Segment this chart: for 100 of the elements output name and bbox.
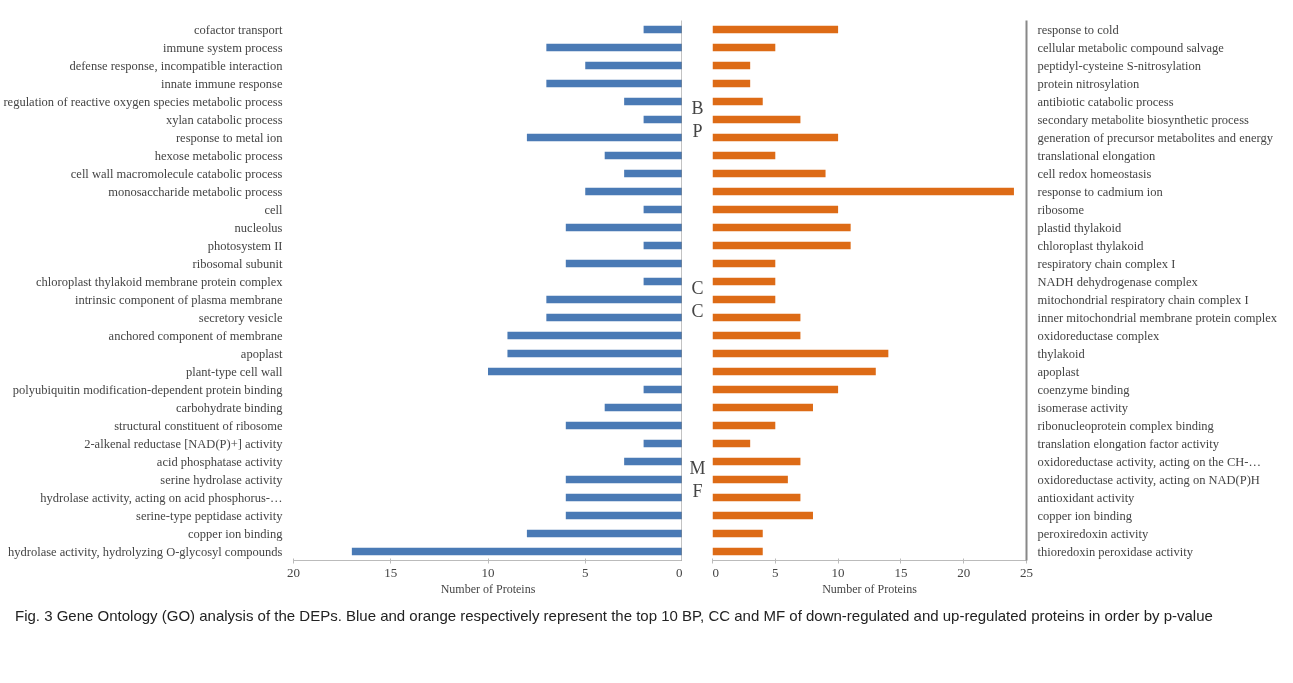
y-tick-label: defense response, incompatible interaction (69, 58, 284, 73)
y-tick-label: oxidoreductase complex (1037, 328, 1161, 343)
bar (643, 205, 682, 214)
y-tick-label: cell redox homeostasis (1037, 166, 1152, 181)
bar (624, 457, 682, 466)
y-tick-label: ribonucleoprotein complex binding (1037, 418, 1215, 433)
bar (712, 349, 889, 358)
y-tick-label: secretory vesicle (198, 310, 283, 325)
y-tick-label: cell wall macromolecule catabolic process (70, 166, 283, 181)
bar (712, 115, 801, 124)
bar (604, 151, 682, 160)
x-tick-label: 15 (384, 564, 398, 580)
bar (712, 529, 763, 538)
y-tick-label: generation of precursor metabolites and energy (1037, 130, 1274, 145)
y-tick-label: ribosome (1037, 202, 1085, 217)
bar (643, 115, 682, 124)
y-tick-label: nucleolus (234, 220, 283, 235)
bar (488, 367, 682, 376)
bar (712, 241, 851, 250)
y-tick-label: thylakoid (1037, 346, 1086, 361)
y-tick-label: intrinsic component of plasma membrane (74, 292, 283, 307)
y-tick-label: response to cold (1037, 22, 1120, 37)
y-tick-label: isomerase activity (1037, 400, 1129, 415)
y-tick-label: antioxidant activity (1037, 490, 1136, 505)
x-axis-title: Number of Proteins (822, 581, 918, 596)
y-tick-label: cell (264, 202, 284, 217)
x-tick-label: 20 (287, 564, 300, 580)
y-tick-label: copper ion binding (1037, 508, 1133, 523)
bar (604, 403, 682, 412)
bar (507, 349, 682, 358)
x-tick-label: 5 (582, 564, 589, 580)
y-tick-label: respiratory chain complex I (1037, 256, 1176, 271)
bar (712, 331, 801, 340)
y-tick-label: translation elongation factor activity (1037, 436, 1220, 451)
y-tick-label: chloroplast thylakoid membrane protein complex (36, 274, 284, 289)
y-tick-label: apoplast (1037, 364, 1080, 379)
bar (712, 385, 839, 394)
y-tick-label: carbohydrate binding (175, 400, 284, 415)
x-tick-label: 0 (676, 564, 683, 580)
bar (712, 277, 776, 286)
y-tick-label: polyubiquitin modification-dependent protein binding (12, 382, 284, 397)
y-tick-label: apoplast (240, 346, 284, 361)
y-tick-label: immune system process (163, 40, 283, 55)
bar (712, 295, 776, 304)
y-tick-label: hydrolase activity, acting on acid phosphorus-… (40, 490, 283, 505)
y-tick-label: plastid thylakoid (1037, 220, 1122, 235)
bar (565, 421, 682, 430)
bar (643, 439, 682, 448)
bar (643, 241, 682, 250)
y-tick-label: oxidoreductase activity, acting on the CH-… (1037, 454, 1261, 469)
bar (546, 313, 682, 322)
bar (712, 547, 763, 556)
y-tick-label: 2-alkenal reductase [NAD(P)+] activity (84, 436, 284, 451)
bar (712, 133, 839, 142)
bar (565, 511, 682, 520)
bar (712, 367, 876, 376)
x-tick-label: 20 (957, 564, 971, 580)
bar (585, 61, 682, 70)
bar (712, 223, 851, 232)
x-tick-label: 0 (712, 564, 719, 580)
bar (351, 547, 682, 556)
y-tick-label: cofactor transport (194, 22, 284, 37)
y-tick-label: ribosomal subunit (192, 256, 284, 271)
text: BP (691, 97, 704, 142)
bar (526, 133, 682, 142)
bar (507, 331, 682, 340)
y-tick-label: regulation of reactive oxygen species metabolic process (3, 94, 283, 109)
y-tick-label: antibiotic catabolic process (1037, 94, 1174, 109)
x-tick-label: 15 (894, 564, 908, 580)
bar (643, 385, 682, 394)
bar (712, 25, 839, 34)
bar (712, 151, 776, 160)
bar (565, 223, 682, 232)
y-tick-label: oxidoreductase activity, acting on NAD(P)H (1037, 472, 1260, 487)
y-tick-label: coenzyme binding (1037, 382, 1131, 397)
bar (585, 187, 682, 196)
caption: Fig. 3 Gene Ontology (GO) analysis of the DEPs. Blue and orange respectively represent the top 10 BP, CC and MF of down-regulated and up-regulated proteins in order by p-value (15, 606, 1213, 626)
text: MF (689, 457, 706, 502)
bar (712, 43, 776, 52)
y-tick-label: plant-type cell wall (186, 364, 284, 379)
y-tick-label: serine-type peptidase activity (136, 508, 284, 523)
y-tick-label: serine hydrolase activity (160, 472, 284, 487)
y-tick-label: cellular metabolic compound salvage (1037, 40, 1225, 55)
x-axis-title: Number of Proteins (440, 581, 536, 596)
bar (712, 97, 763, 106)
x-tick-label: 5 (772, 564, 779, 580)
y-tick-label: xylan catabolic process (165, 112, 283, 127)
bar (624, 97, 682, 106)
x-tick-label: 25 (1020, 564, 1033, 580)
y-tick-label: inner mitochondrial membrane protein complex (1037, 310, 1278, 325)
bar (565, 475, 682, 484)
y-tick-label: structural constituent of ribosome (114, 418, 283, 433)
y-tick-label: thioredoxin peroxidase activity (1037, 544, 1194, 559)
y-tick-label: hydrolase activity, hydrolyzing O-glycosyl compounds (8, 544, 283, 559)
bar (712, 259, 776, 268)
y-tick-label: innate immune response (161, 76, 283, 91)
bar (546, 295, 682, 304)
x-tick-label: 10 (481, 564, 495, 580)
bar (712, 403, 813, 412)
bar (712, 205, 839, 214)
